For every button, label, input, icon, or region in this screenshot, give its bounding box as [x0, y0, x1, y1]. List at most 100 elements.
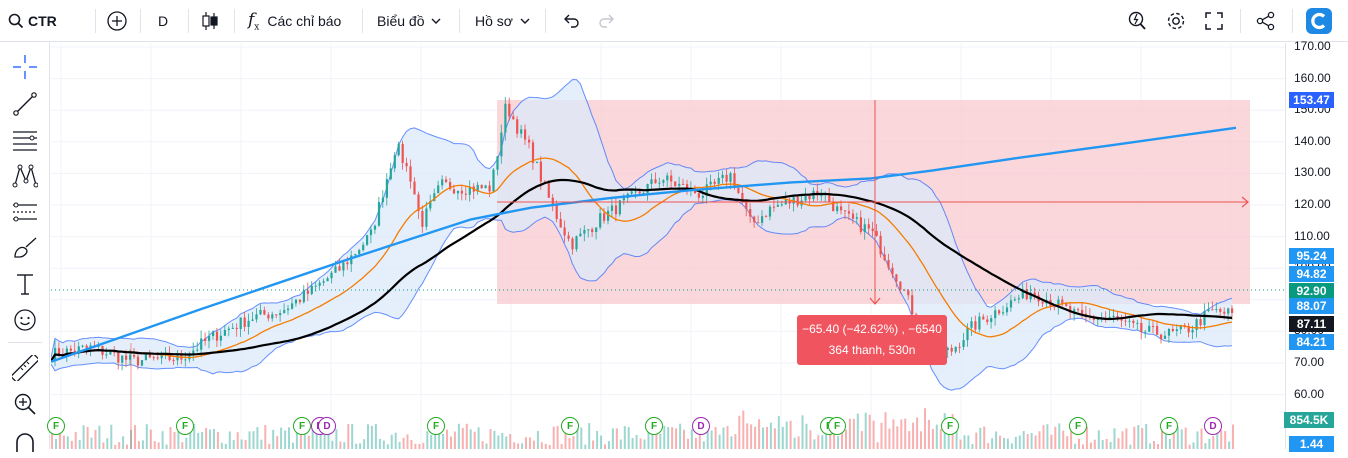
compare-button[interactable]: [106, 0, 128, 42]
candle-body: [366, 235, 369, 245]
emoji-tool[interactable]: [10, 305, 40, 335]
volume-bar: [1097, 430, 1100, 449]
financials-marker[interactable]: F: [1069, 417, 1087, 435]
volume-bar: [256, 427, 259, 449]
volume-bar: [1006, 438, 1009, 449]
undo-button[interactable]: [562, 0, 580, 42]
price-tick-label: 120.00: [1294, 197, 1331, 211]
candle-body: [705, 184, 708, 196]
candle-body: [1053, 306, 1056, 308]
fib-tool[interactable]: [10, 125, 40, 155]
volume-bar: [1176, 426, 1179, 449]
fib-icon: [12, 127, 38, 153]
volume-bar: [1030, 433, 1033, 449]
crosshair-tool[interactable]: [10, 52, 40, 82]
gann-tool[interactable]: [10, 197, 40, 227]
volume-bar: [766, 427, 768, 449]
volume-bar: [671, 427, 674, 449]
bb-upper-tag: 153.47: [1289, 92, 1334, 108]
candle-body: [231, 327, 234, 329]
volume-bar: [422, 442, 425, 449]
profile-menu-button[interactable]: Hồ sơ: [475, 0, 530, 42]
volume-bar: [963, 435, 966, 449]
financials-marker[interactable]: F: [645, 417, 663, 435]
volume-bar: [98, 425, 101, 449]
zoom-in-tool[interactable]: [10, 389, 40, 419]
candle-body: [1061, 299, 1064, 304]
dividend-marker[interactable]: D: [318, 417, 336, 435]
financials-marker[interactable]: F: [293, 417, 311, 435]
candle-body: [579, 233, 582, 237]
candle-body: [338, 266, 341, 271]
brush-tool[interactable]: [10, 233, 40, 263]
candle-body: [887, 260, 890, 268]
candle-body: [614, 205, 618, 215]
indicators-button[interactable]: fx Các chỉ báo: [248, 0, 341, 42]
volume-bar: [216, 431, 219, 449]
volume-bar: [714, 427, 717, 449]
volume-bar: [501, 433, 504, 449]
candle-body: [65, 348, 68, 357]
chart-style-button[interactable]: [199, 0, 221, 42]
financials-marker[interactable]: F: [561, 417, 579, 435]
chart-menu-button[interactable]: Biểu đồ: [377, 0, 441, 42]
share-button[interactable]: [1256, 0, 1276, 42]
financials-marker[interactable]: F: [941, 417, 959, 435]
volume-bar: [916, 417, 919, 449]
candle-body: [235, 327, 238, 329]
candle-body: [1223, 311, 1226, 314]
financials-marker[interactable]: F: [427, 417, 445, 435]
dividend-marker[interactable]: D: [1204, 417, 1222, 435]
price-tick-label: 110.00: [1294, 228, 1330, 243]
text-tool[interactable]: [10, 269, 40, 299]
candle-body: [1084, 313, 1088, 316]
ma-200-tag: 94.82: [1289, 266, 1334, 282]
redo-button[interactable]: [598, 0, 616, 42]
candle-body: [966, 327, 969, 341]
fullscreen-icon: [1205, 12, 1223, 30]
volume-bar: [1153, 441, 1155, 449]
financials-marker[interactable]: F: [1160, 417, 1178, 435]
ruler-tool[interactable]: [10, 353, 40, 383]
interval-button[interactable]: D: [158, 0, 168, 42]
symbol-search[interactable]: CTR: [8, 0, 57, 42]
screenshot-button[interactable]: [1126, 0, 1148, 42]
candle-body: [97, 345, 100, 347]
candle-body: [982, 316, 985, 320]
profile-menu-label: Hồ sơ: [475, 13, 513, 29]
volume-bar: [521, 443, 524, 449]
volume-bar: [813, 439, 816, 449]
top-toolbar: CTR D fx Các chỉ báo Biểu đồ Hồ sơ: [0, 0, 1348, 42]
candle-body: [599, 213, 602, 228]
magnet-tool[interactable]: [10, 428, 40, 458]
volume-bar: [165, 444, 168, 449]
volume-bar: [220, 442, 223, 449]
candle-body: [678, 183, 681, 186]
candle-body: [666, 175, 669, 181]
volume-bar: [1168, 438, 1171, 449]
candle-body: [911, 295, 914, 315]
volume-bar: [378, 438, 381, 449]
volume-bar: [639, 438, 642, 449]
financials-marker[interactable]: F: [47, 417, 65, 435]
fullscreen-button[interactable]: [1205, 0, 1223, 42]
financials-marker[interactable]: F: [176, 417, 194, 435]
price-chart[interactable]: [51, 43, 1285, 449]
candle-body: [1128, 320, 1131, 322]
screenshot-icon: [1126, 10, 1148, 32]
candle-body: [156, 357, 159, 359]
volume-bar: [1212, 436, 1215, 449]
chevron-down-icon: [520, 18, 530, 24]
pattern-tool[interactable]: [10, 161, 40, 191]
volume-bar: [722, 427, 725, 449]
financials-marker[interactable]: F: [828, 417, 846, 435]
volume-tag: 854.5K: [1284, 412, 1334, 428]
volume-bar: [1074, 443, 1077, 449]
brand-logo-button[interactable]: [1306, 0, 1332, 42]
indicators-label: Các chỉ báo: [267, 13, 342, 29]
trendline-tool[interactable]: [10, 89, 40, 119]
candles-icon: [199, 10, 221, 32]
settings-button[interactable]: [1165, 0, 1187, 42]
candle-body: [547, 181, 550, 198]
dividend-marker[interactable]: D: [692, 417, 710, 435]
